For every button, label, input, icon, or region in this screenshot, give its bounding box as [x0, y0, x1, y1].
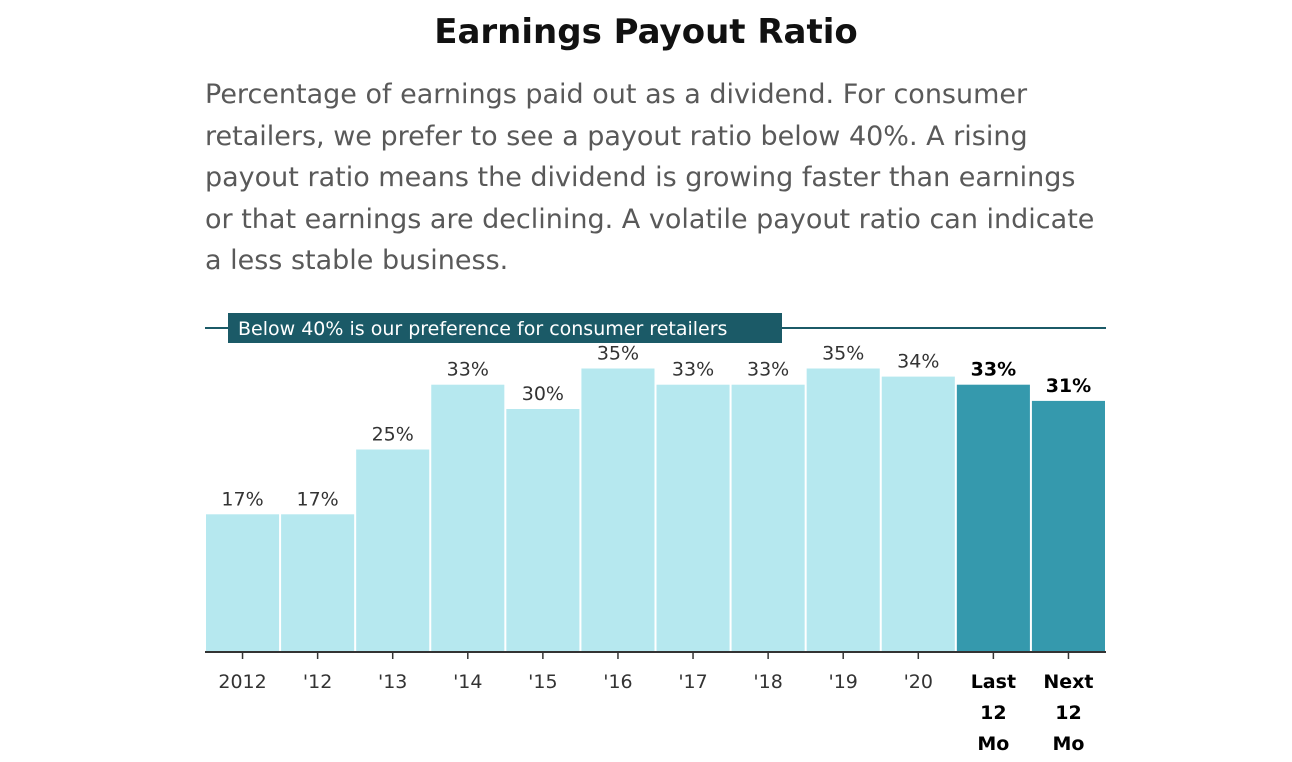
x-tick-label-2: '13: [378, 671, 407, 693]
x-tick-label-0: 2012: [218, 671, 266, 693]
x-tick-label-line: '18: [753, 671, 782, 693]
x-tick-label-line: '16: [603, 671, 632, 693]
reference-label-box: [228, 313, 782, 343]
bar-8: [806, 368, 880, 652]
reference-label: Below 40% is our preference for consumer…: [238, 318, 727, 340]
x-tick-label-line: 12: [1055, 702, 1081, 724]
value-label-6: 33%: [672, 359, 714, 381]
x-tick-label-line: '15: [528, 671, 557, 693]
bar-1: [281, 514, 355, 652]
x-tick-label-line: Next: [1043, 671, 1093, 693]
bar-3: [431, 384, 505, 652]
x-tick-label-line: '19: [829, 671, 858, 693]
bar-11: [1031, 400, 1105, 652]
x-tick-label-3: '14: [453, 671, 482, 693]
value-label-8: 35%: [822, 343, 864, 365]
x-tick-label-11: Next 12 Mo: [1043, 671, 1093, 755]
x-tick-label-line: '14: [453, 671, 482, 693]
value-label-1: 17%: [297, 488, 339, 510]
value-label-3: 33%: [447, 359, 489, 381]
chart-title: Earnings Payout Ratio: [434, 12, 858, 52]
x-tick-label-line: Mo: [1052, 733, 1084, 755]
x-tick-label-line: 2012: [218, 671, 266, 693]
x-tick-label-5: '16: [603, 671, 632, 693]
value-label-9: 34%: [897, 351, 939, 373]
x-tick-label-line: '17: [678, 671, 707, 693]
value-label-4: 30%: [522, 383, 564, 405]
bar-4: [506, 409, 580, 652]
x-tick-label-line: '20: [904, 671, 933, 693]
bar-2: [356, 449, 430, 652]
bar-10: [956, 384, 1030, 652]
value-label-0: 17%: [221, 488, 263, 510]
x-tick-label-4: '15: [528, 671, 557, 693]
bar-6: [656, 384, 730, 652]
value-label-5: 35%: [597, 343, 639, 365]
bar-0: [206, 514, 280, 652]
value-label-10: 33%: [971, 359, 1016, 381]
x-tick-label-line: '12: [303, 671, 332, 693]
bar-7: [731, 384, 805, 652]
x-tick-label-6: '17: [678, 671, 707, 693]
value-label-11: 31%: [1046, 375, 1091, 397]
x-tick-label-line: '13: [378, 671, 407, 693]
bar-9: [881, 376, 955, 652]
chart-description: Percentage of earnings paid out as a div…: [205, 79, 1095, 276]
value-label-2: 25%: [372, 424, 414, 446]
x-tick-label-7: '18: [753, 671, 782, 693]
x-tick-label-8: '19: [829, 671, 858, 693]
x-tick-label-line: Mo: [977, 733, 1009, 755]
x-tick-label-1: '12: [303, 671, 332, 693]
x-tick-label-9: '20: [904, 671, 933, 693]
value-label-7: 33%: [747, 359, 789, 381]
x-tick-label-line: Last: [971, 671, 1016, 693]
bar-5: [581, 368, 655, 652]
x-tick-label-10: Last 12 Mo: [971, 671, 1016, 755]
x-tick-label-line: 12: [980, 702, 1006, 724]
